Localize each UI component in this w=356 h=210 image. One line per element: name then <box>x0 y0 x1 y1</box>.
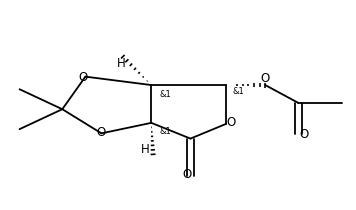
Text: O: O <box>183 168 192 181</box>
Text: O: O <box>97 126 106 139</box>
Text: &1: &1 <box>232 87 244 96</box>
Text: &1: &1 <box>159 89 171 98</box>
Text: H: H <box>116 57 125 70</box>
Text: O: O <box>300 128 309 141</box>
Text: O: O <box>79 71 88 84</box>
Text: O: O <box>261 72 270 85</box>
Text: H: H <box>141 143 150 156</box>
Text: &1: &1 <box>159 127 171 136</box>
Text: O: O <box>226 116 236 129</box>
